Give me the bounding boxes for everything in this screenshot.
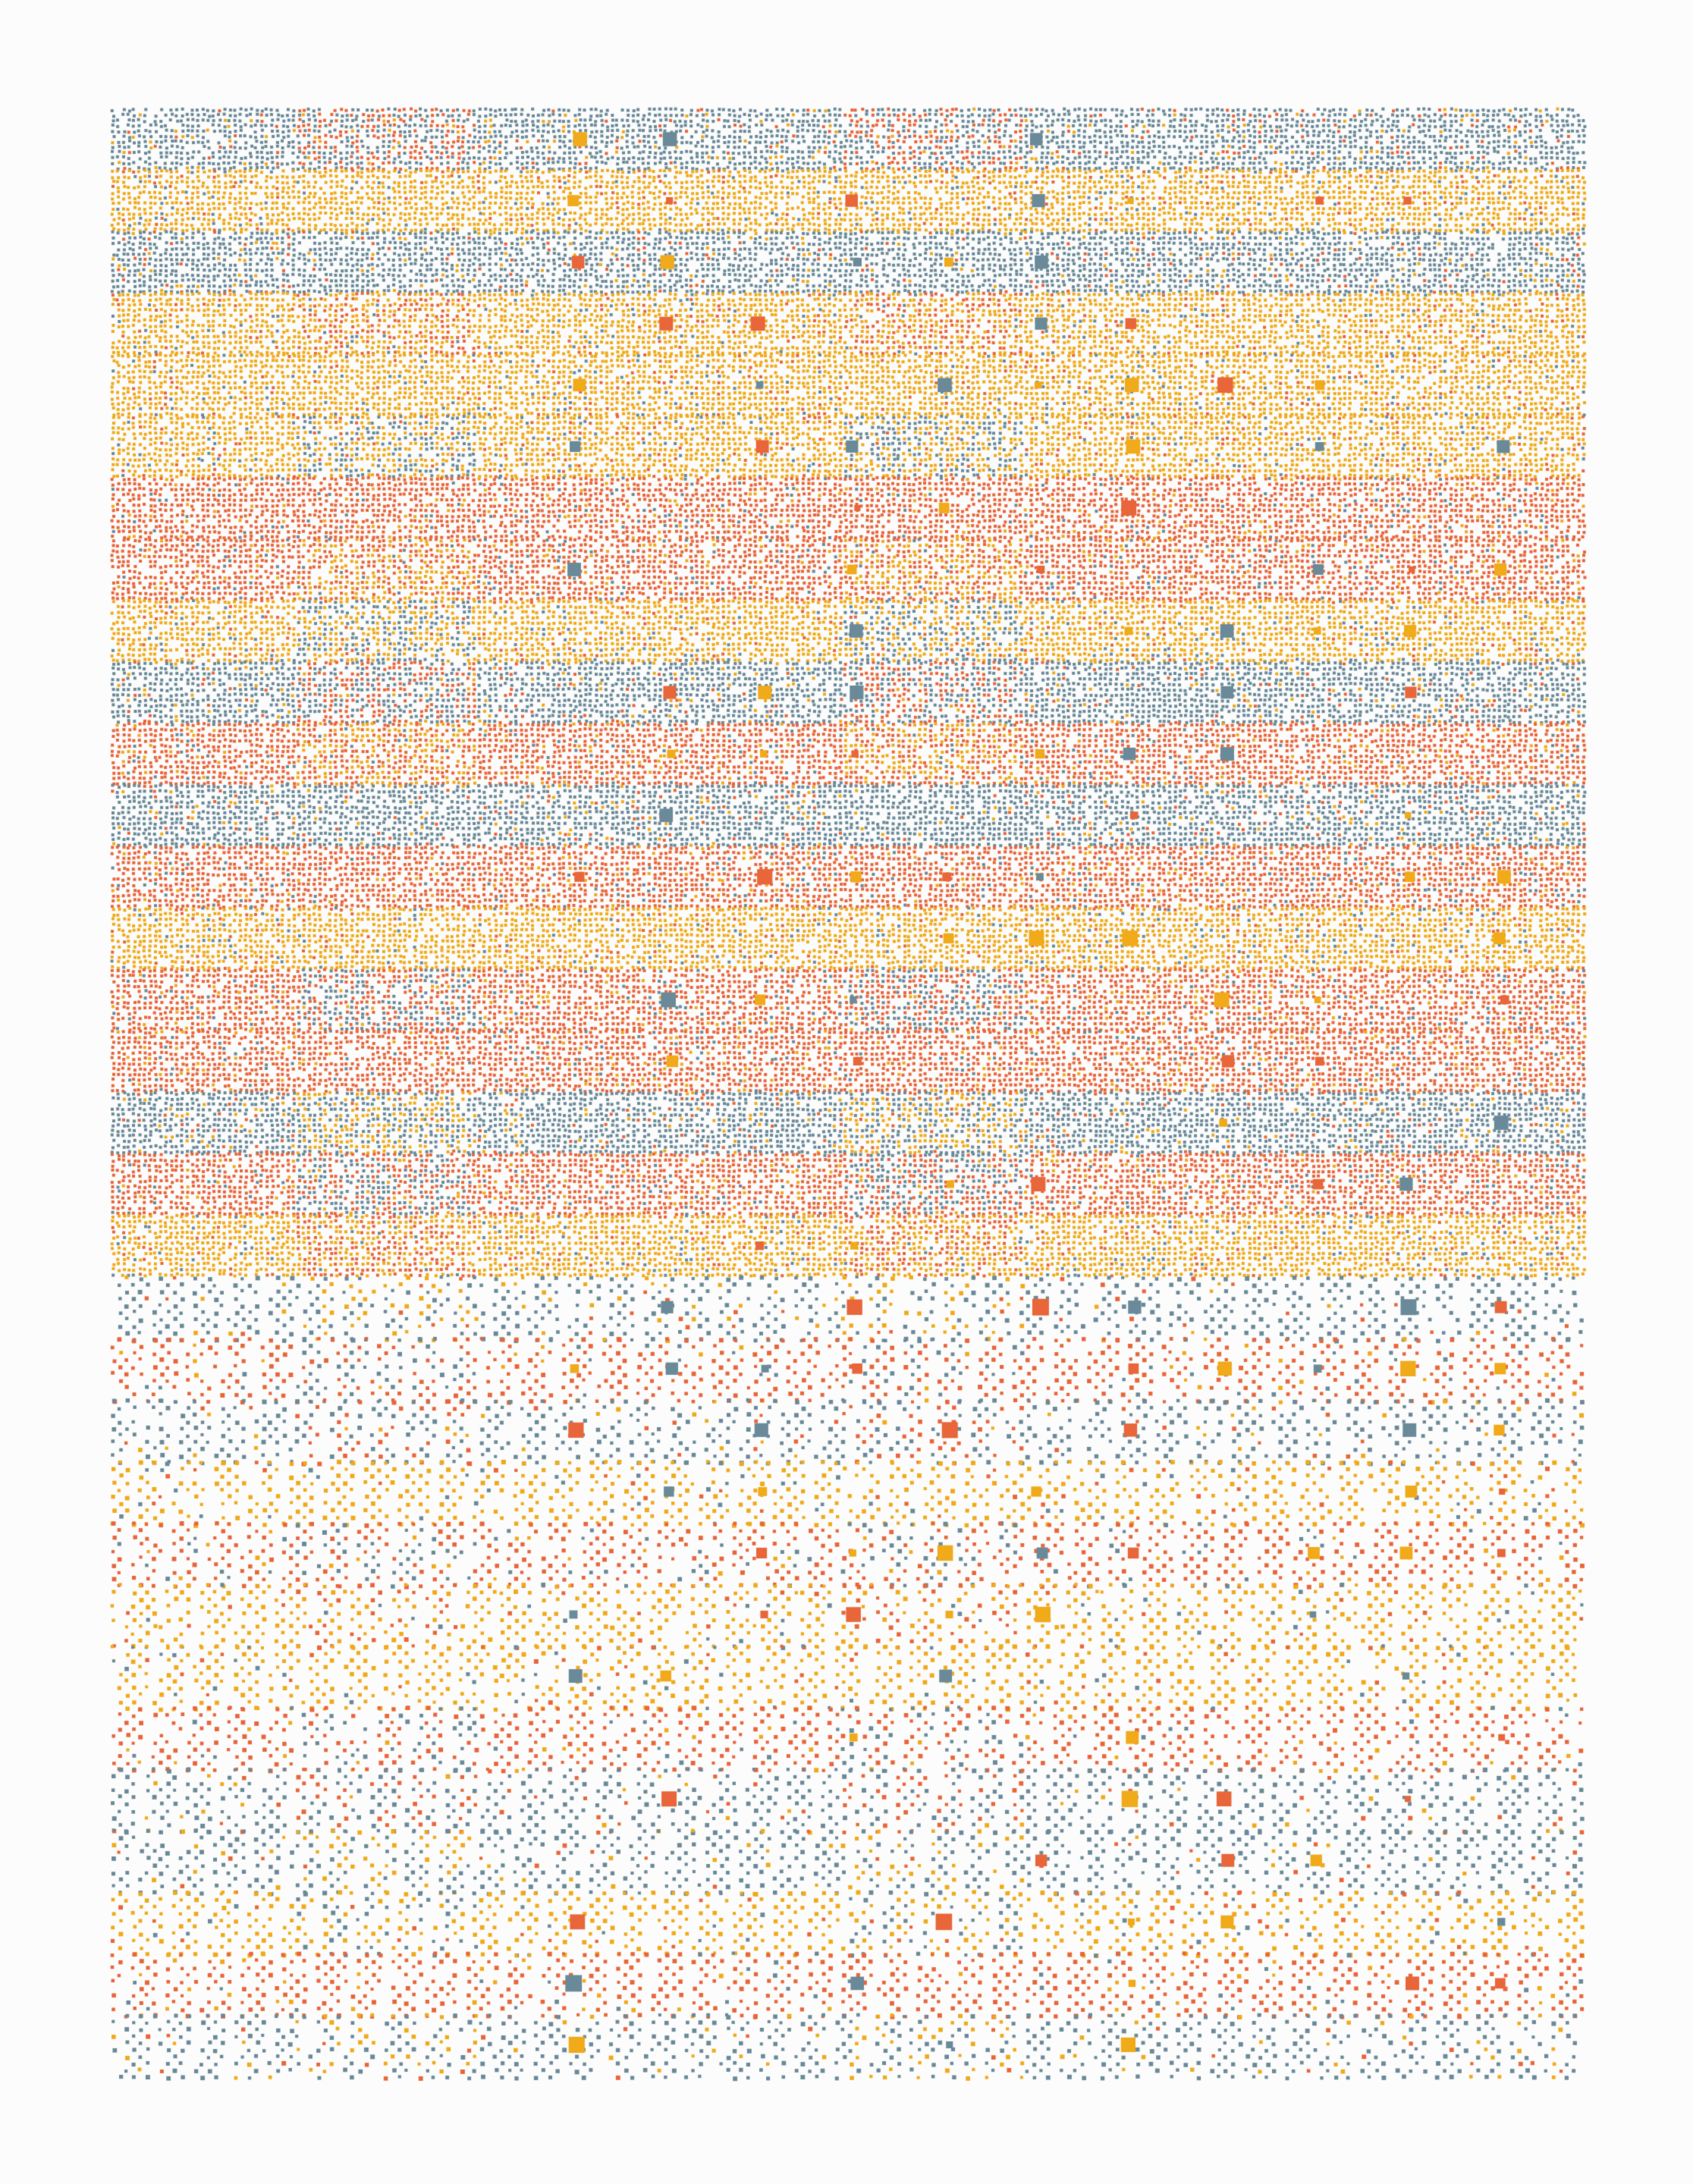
generative-dot-artwork xyxy=(0,0,1693,2184)
